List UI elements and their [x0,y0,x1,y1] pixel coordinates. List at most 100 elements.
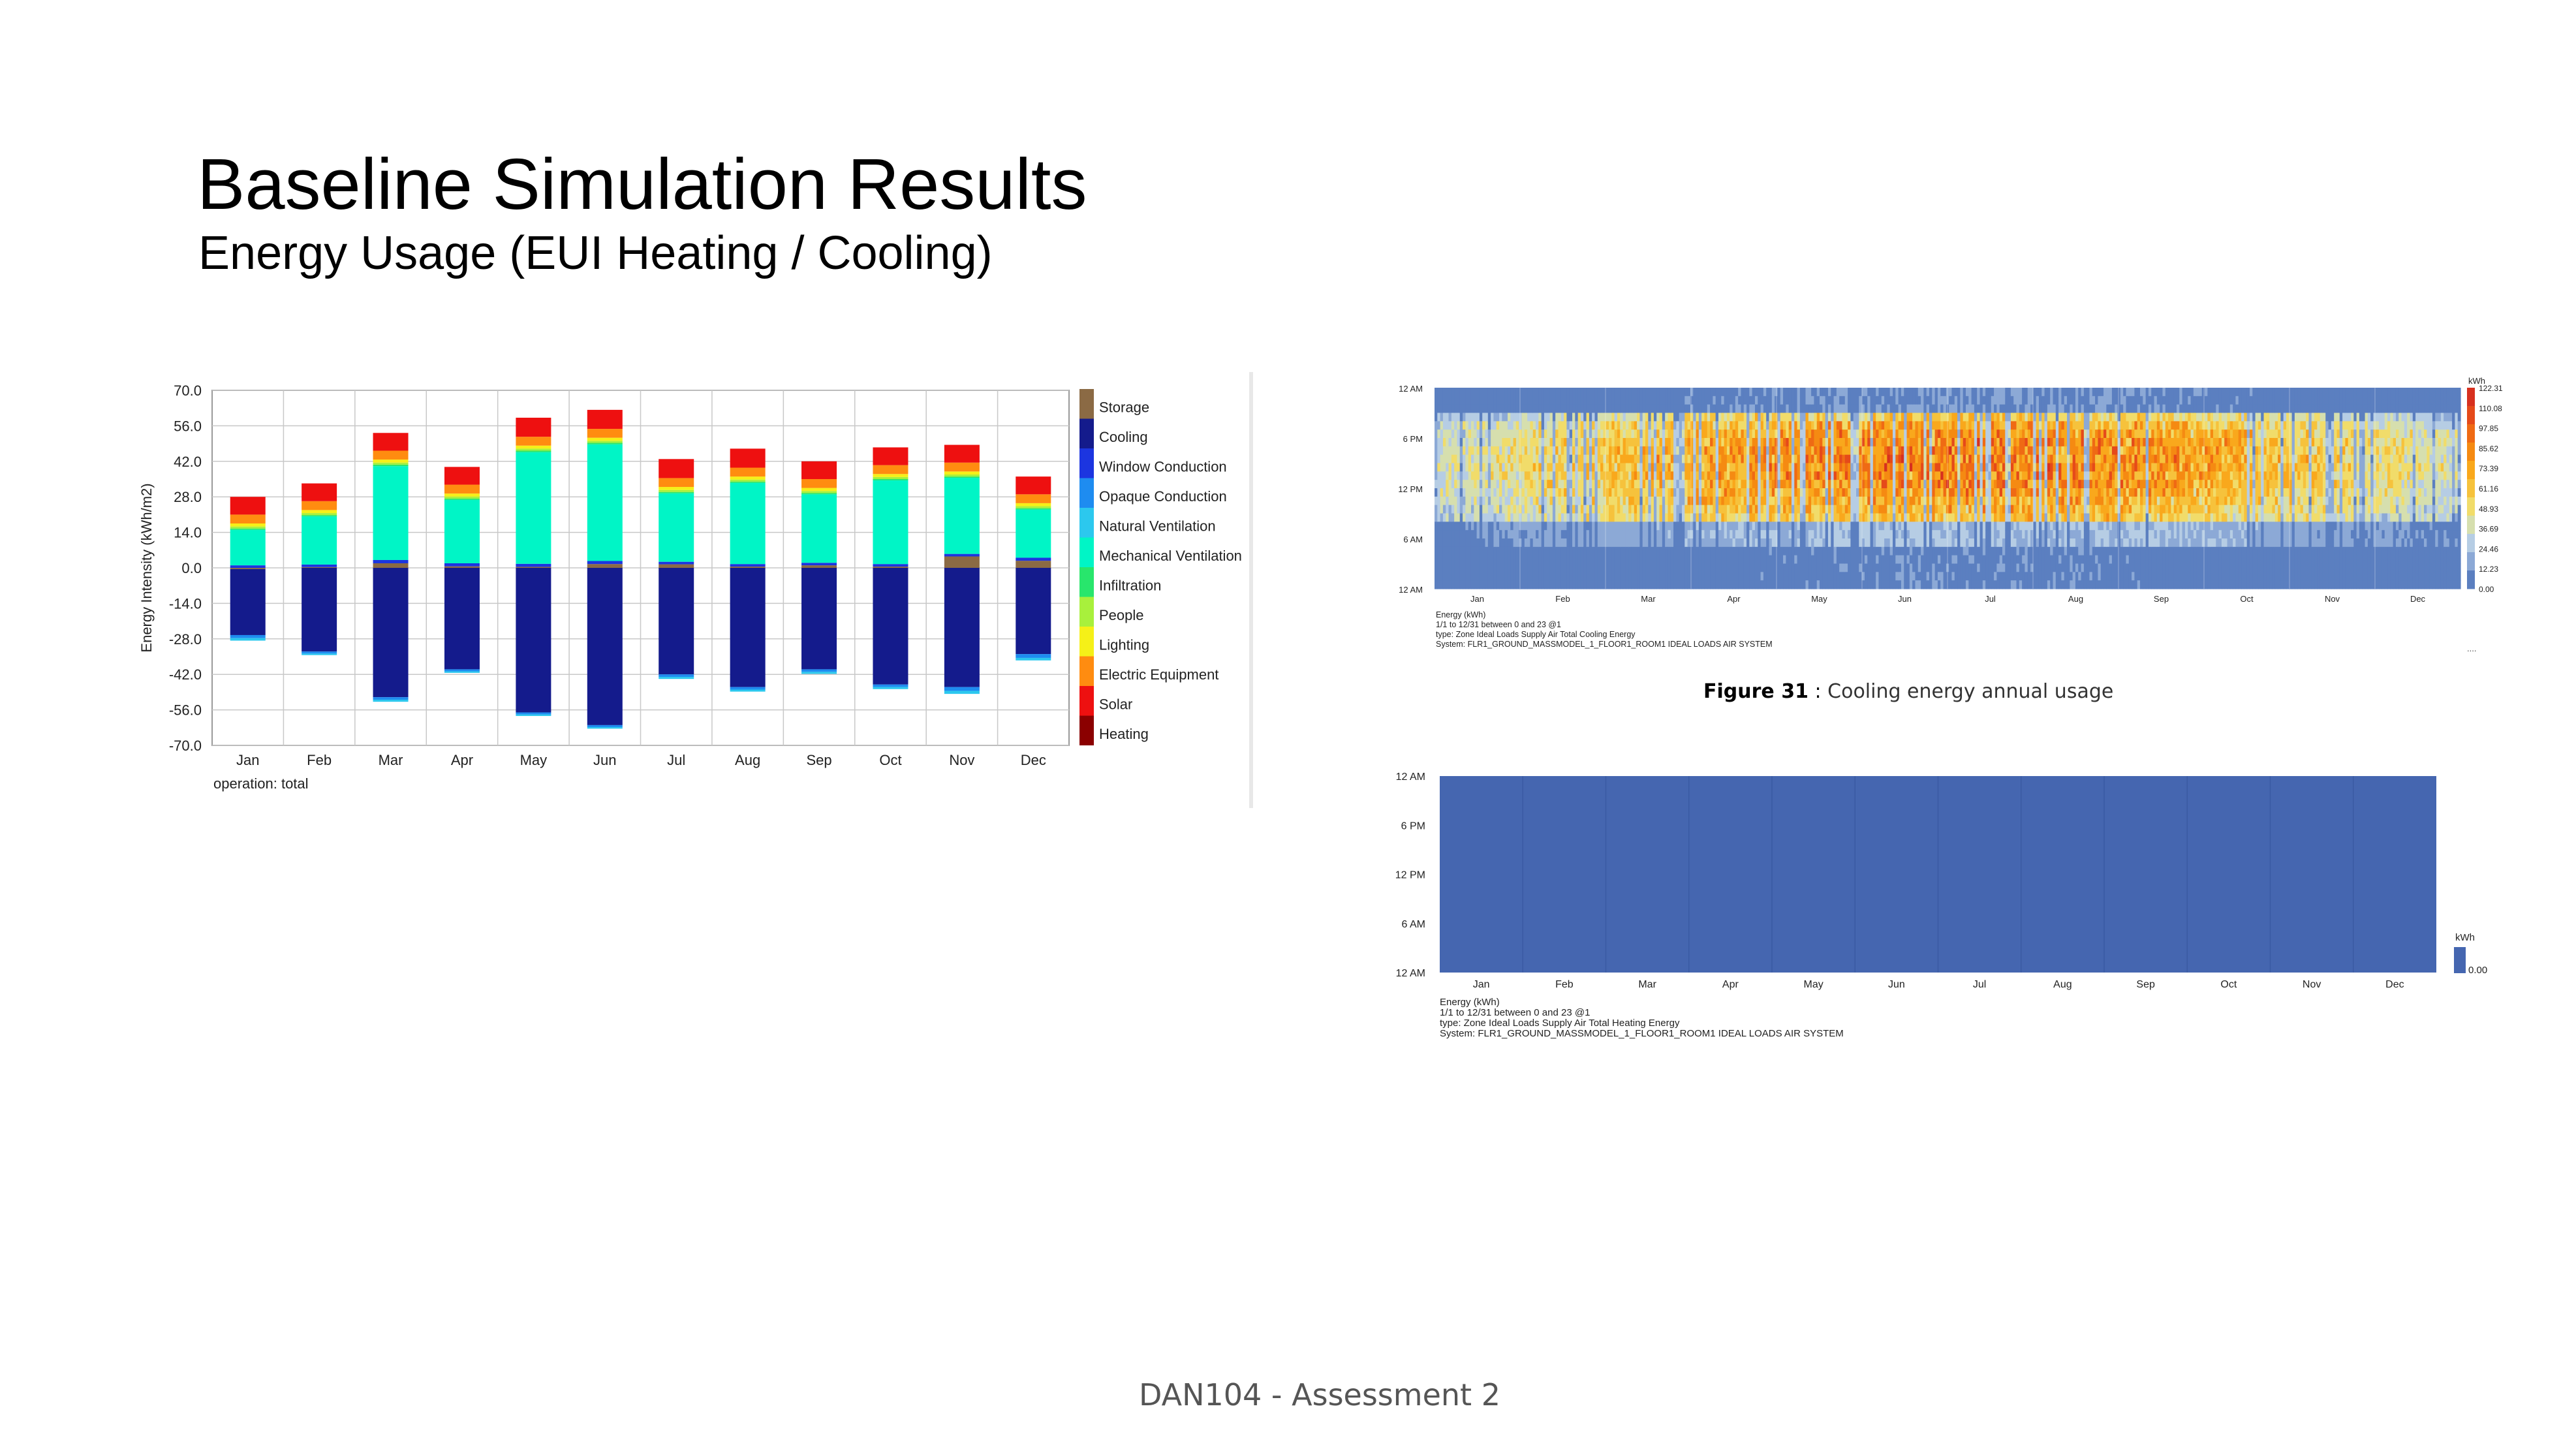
heatmap-cell [1435,388,1438,397]
heatmap-cell [1701,505,1705,514]
heatmap-cell [1457,572,1461,581]
heatmap-cell [1682,446,1685,456]
heatmap-cell [1867,530,1871,539]
heatmap-cell [1521,530,1525,539]
heatmap-cell [1496,463,1500,472]
heatmap-cell [1459,496,1463,506]
heatmap-cell [1923,404,1927,414]
heatmap-cell [1609,505,1612,514]
heatmap-cell [1710,580,1713,589]
bar-segment [230,568,266,569]
heatmap-cell [1510,421,1514,430]
heatmap-cell [1637,488,1640,497]
heatmap-cell [1940,563,1944,572]
heatmap-cell [1889,429,1893,439]
heatmap-cell [1470,446,1474,456]
heatmap-cell [1758,413,1761,422]
heatmap-cell [1943,438,1947,447]
heatmap-cell [1679,522,1683,531]
heatmap-cell [1479,413,1483,422]
heatmap-cell [1732,530,1736,539]
heatmap-cell [1816,522,1820,531]
heatmap-cell [1572,572,1575,581]
heatmap-cell [1783,421,1786,430]
heatmap-cell [1482,413,1486,422]
heatmap-cell [1510,396,1514,405]
heatmap-cell [1827,555,1831,565]
heatmap-cell [1589,463,1592,472]
heatmap-cell [1502,572,1506,581]
heatmap-cell [1493,572,1497,581]
heatmap-cell [1926,480,1930,489]
heatmap-cell [1822,580,1826,589]
heatmap-cell [1884,471,1888,480]
heatmap-cell [1665,463,1669,472]
heatmap-cell [1898,396,1902,405]
heatmap-cell [1746,396,1750,405]
heatmap-cell [1693,438,1697,447]
heatmap-cell [1893,522,1896,531]
heatmap-cell [1536,538,1539,548]
heatmap-cell [1917,463,1921,472]
heatmap-cell [1524,522,1528,531]
heatmap-cell [1538,438,1542,447]
heatmap-cell [1799,471,1803,480]
heatmap-cell [1707,546,1711,556]
heatmap-cell [1715,546,1719,556]
heatmap-cell [1507,546,1511,556]
heatmap-cell [1921,429,1924,439]
bar-segment [873,480,908,565]
heatmap-cell [1839,522,1843,531]
heatmap-cell [1575,421,1579,430]
heatmap-cell [1906,463,1910,472]
heatmap-cell [1468,513,1472,522]
heatmap-cell [1979,438,1983,447]
heatmap-cell [1844,546,1848,556]
heatmap-cell [1850,513,1854,522]
heatmap-cell [1814,463,1818,472]
heatmap-cell [1642,488,1646,497]
heatmap-cell [1721,404,1725,414]
heatmap-cell [1547,421,1551,430]
heatmap-cell [1917,446,1921,456]
heatmap-cell [1752,522,1756,531]
heatmap-cell [1656,572,1660,581]
heatmap-cell [1642,513,1646,522]
heatmap-cell [1803,454,1807,464]
bar-segment [302,651,337,654]
heatmap-cell [1827,421,1831,430]
heatmap-cell [1538,563,1542,572]
heatmap-cell [1659,555,1663,565]
heatmap-cell [1451,522,1455,531]
heatmap-cell [1746,438,1750,447]
heatmap-cell [1836,555,1840,565]
heatmap-cell [1515,555,1519,565]
heatmap-cell [1771,505,1775,514]
heatmap-cell [1704,480,1708,489]
heatmap-cell [1659,563,1663,572]
heatmap-cell [1726,429,1730,439]
heatmap-cell [1662,421,1666,430]
heatmap-cell [1564,530,1568,539]
heatmap-cell [1912,480,1916,489]
heatmap-cell [1609,429,1612,439]
heatmap-cell [1963,421,1966,430]
heatmap-cell [1442,538,1446,548]
heatmap-cell [1965,413,1969,422]
heatmap-cell [1580,530,1584,539]
heatmap-cell [1985,563,1989,572]
heatmap-cell [1468,396,1472,405]
heatmap-cell [1583,496,1587,506]
heatmap-cell [1833,546,1837,556]
heatmap-cell [1853,396,1857,405]
heatmap-cell [1965,463,1969,472]
heatmap-cell [1775,563,1778,572]
heatmap-cell [1912,454,1916,464]
heatmap-cell [1470,438,1474,447]
heatmap-cell [1628,563,1632,572]
heatmap-cell [1707,522,1711,531]
heatmap-cell [1493,429,1497,439]
heatmap-cell [1651,496,1654,506]
heatmap-cell [1912,488,1916,497]
heatmap-cell [1653,396,1657,405]
